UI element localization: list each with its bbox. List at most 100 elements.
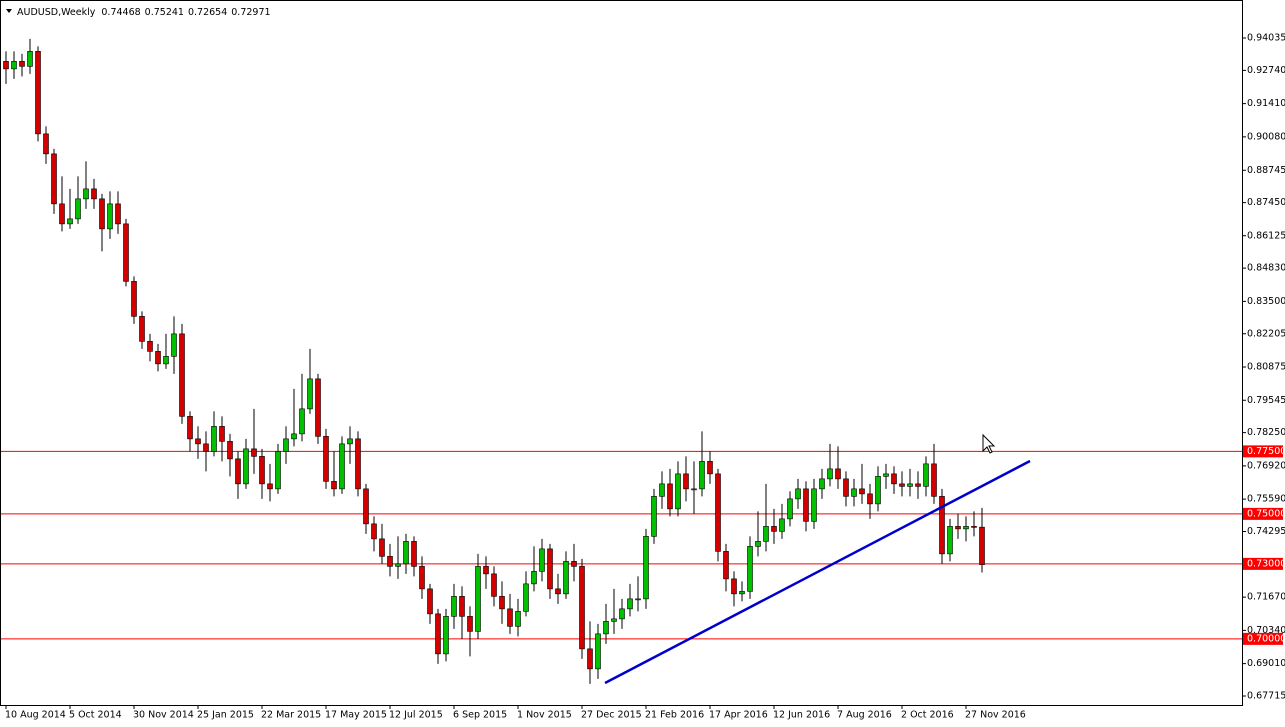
candle-body <box>819 478 825 490</box>
menu-arrow[interactable] <box>6 9 12 13</box>
candle-body <box>539 548 545 572</box>
candle-body <box>555 588 561 595</box>
candle-body <box>331 481 337 490</box>
y-tick-label: 0.88745 <box>1247 165 1285 176</box>
candle-body <box>531 571 537 585</box>
candle-body <box>251 448 257 457</box>
candle-body <box>811 488 817 522</box>
y-tick-label: 0.75590 <box>1247 494 1285 505</box>
candle-body <box>387 556 393 567</box>
candle-body <box>915 483 921 487</box>
candle-body <box>659 483 665 497</box>
level-label: 0.75000 <box>1247 508 1285 519</box>
candle-body <box>211 426 217 452</box>
y-tick-label: 0.91410 <box>1247 98 1285 109</box>
candle-body <box>131 281 137 317</box>
candle-body <box>307 378 313 410</box>
candle-body <box>379 538 385 557</box>
candle-body <box>739 591 745 595</box>
candle-body <box>315 378 321 437</box>
x-tick-label: 2 Oct 2016 <box>901 710 954 721</box>
candle-body <box>51 153 57 205</box>
candle-body <box>667 483 673 510</box>
candle-body <box>507 608 513 627</box>
candle-body <box>179 333 185 417</box>
candle-body <box>115 203 121 225</box>
candle-body <box>675 473 681 510</box>
candle-body <box>627 598 633 610</box>
candle-body <box>803 488 809 522</box>
candle-body <box>771 526 777 532</box>
y-tick-label: 0.67715 <box>1247 691 1285 702</box>
candle-body <box>715 473 721 552</box>
candle-body <box>523 583 529 612</box>
x-tick-label: 1 Nov 2015 <box>517 710 572 721</box>
level-label-box <box>1243 445 1283 458</box>
y-tick-label: 0.90080 <box>1247 131 1285 142</box>
candle-body <box>483 566 489 575</box>
candle-body <box>883 473 889 477</box>
close-price: 0.72971 <box>231 7 270 18</box>
candle-body <box>371 523 377 540</box>
candle-body <box>851 488 857 497</box>
x-tick-label: 17 May 2015 <box>325 710 387 721</box>
candle-body <box>339 443 345 490</box>
candle-body <box>875 476 881 505</box>
candle-body <box>67 218 73 225</box>
candle-body <box>99 198 105 230</box>
candle-body <box>891 473 897 485</box>
candle-body <box>795 488 801 500</box>
candle-body <box>187 416 193 440</box>
candle-body <box>923 463 929 487</box>
candle-body <box>403 541 409 565</box>
candle-body <box>163 356 169 365</box>
candle-body <box>35 51 41 135</box>
candle-body <box>411 541 417 567</box>
candle-body <box>363 488 369 525</box>
candle-body <box>651 496 657 537</box>
candle-body <box>27 51 33 67</box>
candle-body <box>731 578 737 595</box>
candle-body <box>355 438 361 490</box>
candle-body <box>939 496 945 555</box>
candle-body <box>419 566 425 590</box>
level-label-box <box>1243 632 1283 645</box>
candle-body <box>931 463 937 497</box>
candle-body <box>947 526 953 555</box>
candle-body <box>235 458 241 485</box>
candle-body <box>147 341 153 352</box>
candle-body <box>443 616 449 655</box>
candle-body <box>347 438 353 445</box>
high-price: 0.75241 <box>145 7 184 18</box>
candle-body <box>827 468 833 480</box>
candle-body <box>467 616 473 632</box>
x-tick-label: 12 Jul 2015 <box>389 710 443 721</box>
level-label-box <box>1243 507 1283 520</box>
plot-frame <box>0 0 1243 706</box>
candle-body <box>123 223 129 282</box>
candle-body <box>611 618 617 622</box>
candle-body <box>499 596 505 610</box>
candle-body <box>571 561 577 567</box>
candle-body <box>547 548 553 590</box>
candle-body <box>227 441 233 460</box>
candle-body <box>475 566 481 632</box>
candle-body <box>787 498 793 520</box>
y-tick-label: 0.80875 <box>1247 362 1285 373</box>
y-tick-label: 0.71670 <box>1247 592 1285 603</box>
candle-body <box>427 588 433 615</box>
candle-body <box>11 61 17 70</box>
plot-area <box>1 38 1242 684</box>
candle-body <box>267 483 273 490</box>
y-tick-label: 0.84830 <box>1247 263 1285 274</box>
candle-body <box>707 461 713 475</box>
candle-body <box>171 333 177 357</box>
candle-body <box>779 518 785 532</box>
candle-body <box>867 493 873 505</box>
candle-body <box>763 526 769 542</box>
y-tick-label: 0.70340 <box>1247 625 1285 636</box>
candle-body <box>699 461 705 490</box>
y-tick-label: 0.79545 <box>1247 395 1285 406</box>
candle-body <box>59 203 65 225</box>
